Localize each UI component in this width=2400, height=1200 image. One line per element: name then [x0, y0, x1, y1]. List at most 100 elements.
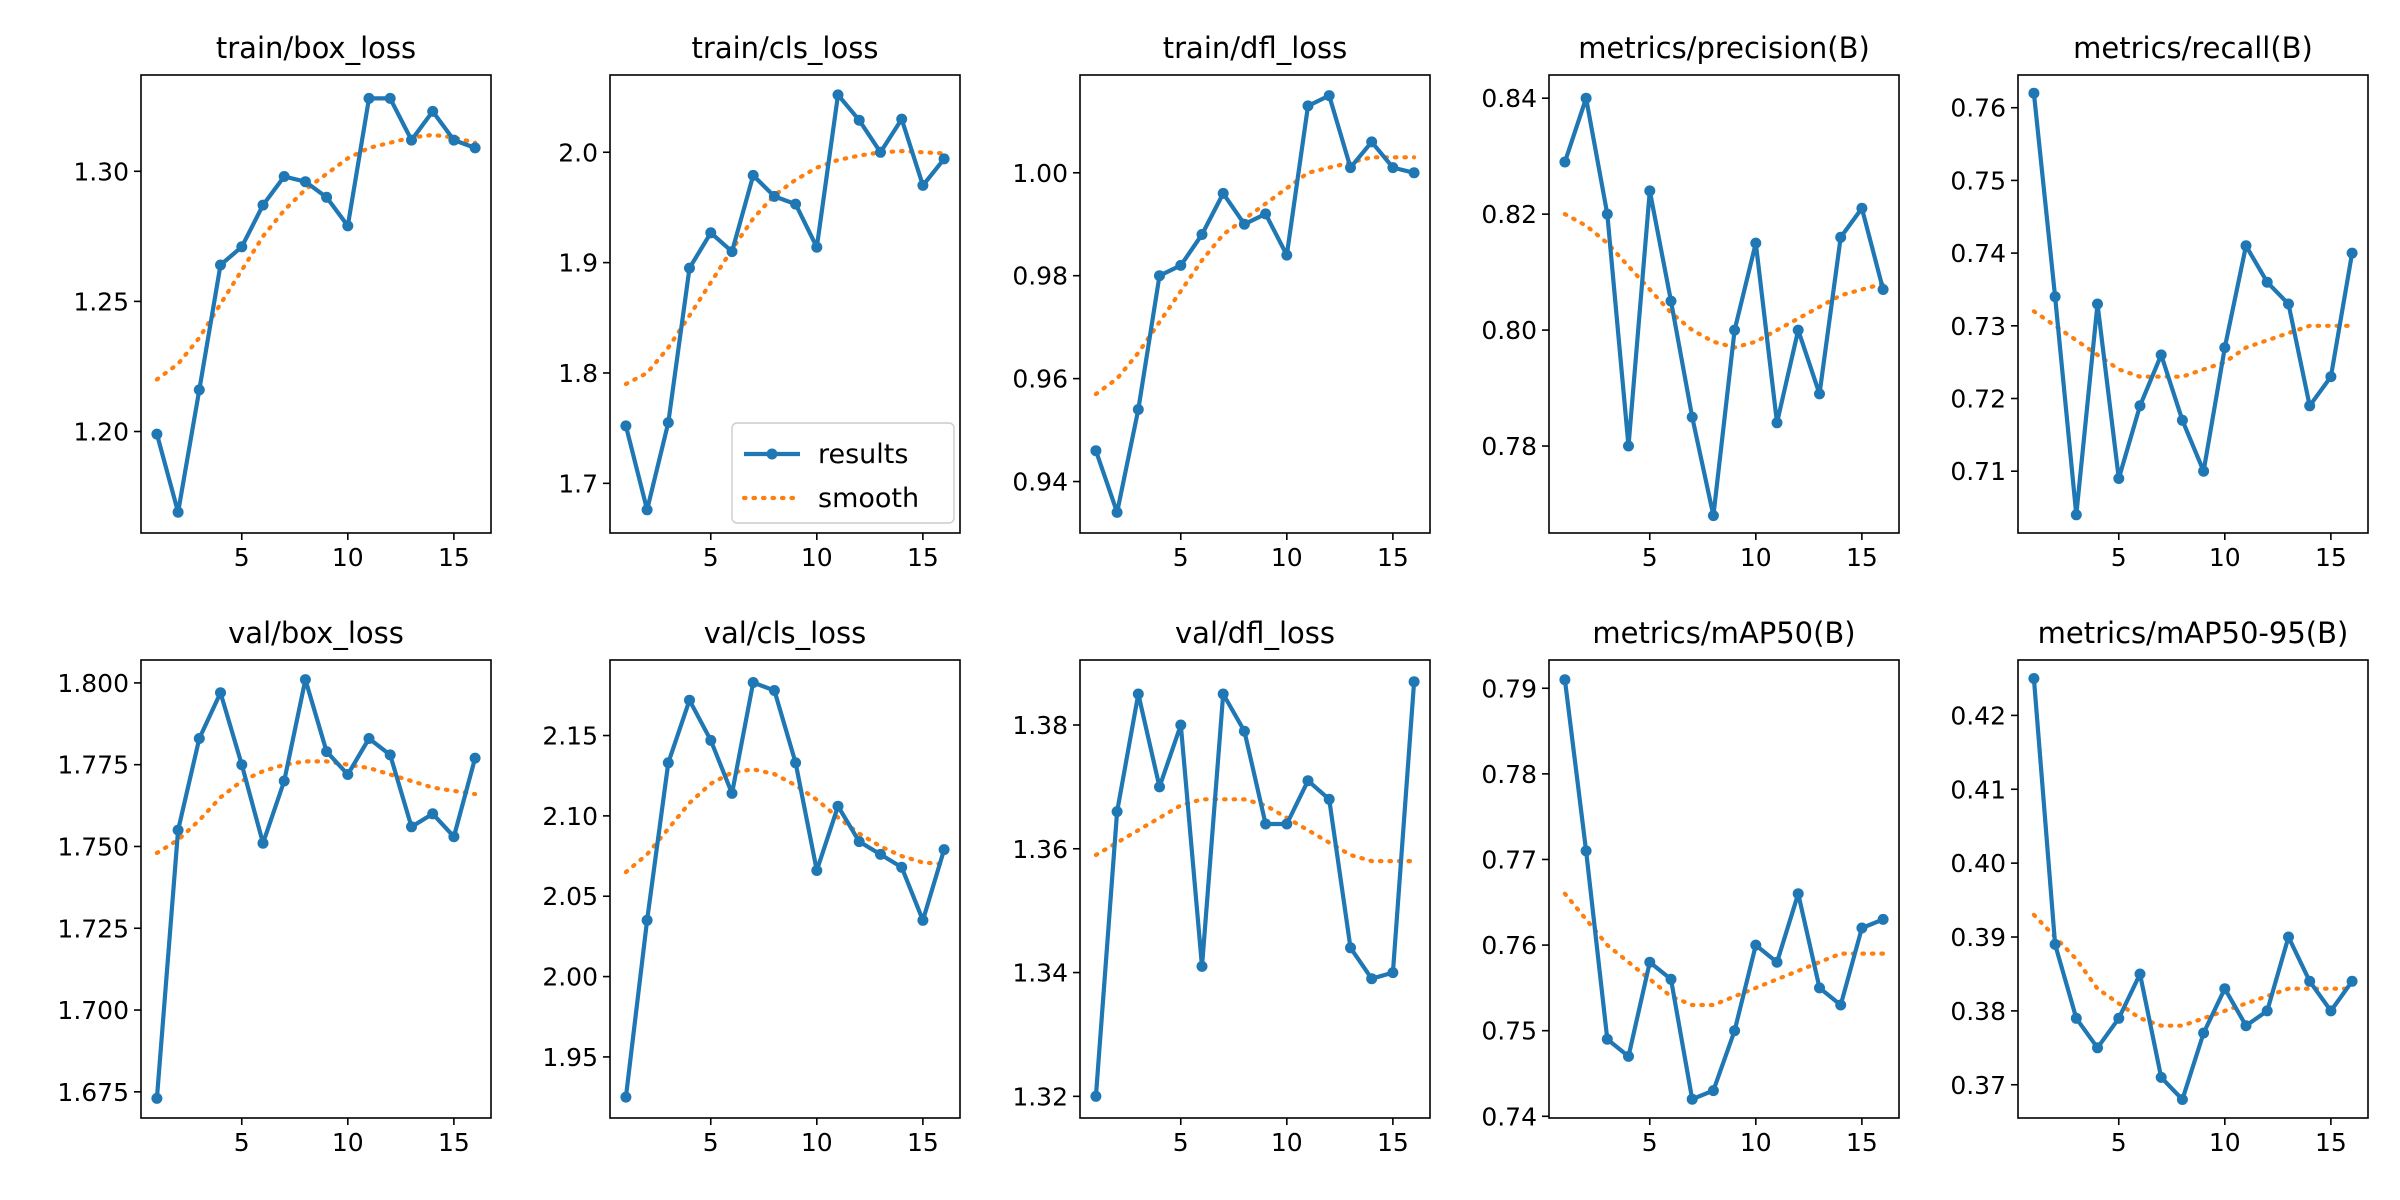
y-tick-label: 1.700 [57, 996, 129, 1025]
y-tick-label: 0.94 [1012, 468, 1068, 497]
data-point-results [2134, 968, 2146, 980]
data-point-results [1281, 818, 1293, 830]
axes-frame [1548, 74, 1900, 534]
panel-title: train/box_loss [216, 31, 416, 65]
data-point-results [747, 169, 759, 181]
y-tick-label: 1.675 [57, 1078, 129, 1107]
panel-title: train/cls_loss [692, 31, 879, 65]
data-point-results [1644, 185, 1656, 197]
data-point-results [406, 821, 417, 833]
data-point-results [1792, 888, 1804, 900]
y-tick-label: 0.74 [1481, 1102, 1537, 1131]
data-point-results [321, 746, 333, 758]
data-point-results [641, 504, 653, 516]
data-point-results [278, 171, 290, 182]
data-point-results [1345, 162, 1356, 174]
data-point-results [705, 227, 717, 239]
data-point-results [1665, 295, 1677, 307]
panel-title: train/dfl_loss [1163, 31, 1347, 65]
data-point-results [1686, 411, 1698, 423]
data-point-results [2219, 983, 2231, 995]
data-point-results [215, 687, 226, 699]
data-point-results [448, 831, 460, 843]
axes-frame [609, 659, 961, 1119]
data-point-results [299, 674, 311, 686]
x-tick-label: 15 [438, 1128, 470, 1157]
panel-title: metrics/precision(B) [1578, 31, 1870, 65]
data-point-results [193, 733, 205, 744]
data-point-results [1623, 440, 1634, 452]
y-tick-label: 2.15 [542, 722, 598, 751]
series-line-results [623, 92, 946, 512]
series-line-smooth [154, 132, 478, 382]
data-point-results [1238, 725, 1250, 737]
x-tick-label: 15 [1846, 543, 1878, 572]
data-point-results [1387, 162, 1399, 174]
data-point-results [448, 134, 460, 146]
y-tick-label: 1.00 [1012, 159, 1068, 188]
data-point-results [1856, 202, 1868, 214]
series-line-results [1562, 679, 1884, 1102]
x-tick-label: 5 [1642, 1128, 1658, 1157]
data-point-results [1281, 249, 1293, 261]
data-point-results [1111, 506, 1123, 518]
data-point-results [2198, 465, 2210, 477]
data-point-results [469, 752, 481, 764]
y-tick-label: 0.96 [1012, 365, 1068, 394]
data-point-results [1707, 1085, 1719, 1097]
data-point-results [1623, 1050, 1634, 1062]
plot-area [620, 677, 950, 1103]
data-point-results [1559, 674, 1571, 686]
panel-metrics-recall-b: metrics/recall(B) 5 10 15 0.71 0.72 0.73 0.74 0.… [1950, 31, 2369, 572]
data-point-results [1238, 218, 1250, 230]
data-point-results [2346, 247, 2358, 259]
y-tick-label: 0.71 [1950, 457, 2006, 486]
data-point-results [2304, 975, 2316, 987]
data-point-results [2176, 1094, 2188, 1105]
data-point-results [1835, 999, 1847, 1011]
axes-frame [1548, 659, 1900, 1119]
plot-area [2028, 87, 2358, 521]
x-tick-label: 5 [2111, 543, 2127, 572]
data-point-results [363, 92, 375, 104]
data-point-results [747, 677, 759, 688]
data-point-results [2176, 414, 2188, 426]
data-point-results [257, 199, 269, 211]
x-tick-label: 5 [1173, 543, 1189, 572]
data-point-results [2240, 1020, 2252, 1032]
data-point-results [811, 865, 823, 876]
axes-frame [2017, 659, 2369, 1119]
y-tick-label: 2.05 [542, 882, 598, 911]
panel-title: metrics/mAP50-95(B) [2038, 616, 2349, 650]
axes-frame [1079, 659, 1431, 1119]
y-tick-label: 0.75 [1481, 1017, 1537, 1046]
y-tick-label: 2.0 [558, 138, 598, 167]
data-point-results [151, 428, 163, 440]
y-tick-label: 0.77 [1481, 845, 1537, 874]
data-point-results [2304, 400, 2316, 412]
data-point-results [896, 861, 908, 873]
panel-metrics-precision-b: metrics/precision(B) 5 10 15 0.78 0.80 0.82 0.8… [1481, 31, 1900, 572]
data-point-results [1877, 284, 1889, 295]
data-point-results [2155, 349, 2167, 361]
data-point-results [2049, 291, 2061, 303]
series-line-results [1093, 93, 1415, 515]
data-point-results [1814, 982, 1825, 994]
data-point-results [2261, 1005, 2273, 1017]
plot-area [620, 89, 950, 516]
x-tick-label: 10 [2209, 543, 2241, 572]
data-point-results [2283, 931, 2294, 943]
series-line-results [2031, 92, 2355, 517]
legend: results smooth [731, 422, 955, 524]
panel-metrics-map50-b: metrics/mAP50(B) 5 10 15 0.74 0.75 0.76 0.77 0.7… [1481, 616, 1900, 1157]
y-tick-label: 1.800 [57, 669, 129, 698]
y-tick-label: 1.775 [57, 751, 129, 780]
y-tick-label: 1.95 [542, 1043, 598, 1072]
series-line-results [154, 96, 476, 515]
x-tick-label: 5 [234, 1128, 250, 1157]
data-point-results [811, 241, 823, 253]
x-tick-label: 5 [234, 543, 250, 572]
x-tick-label: 10 [1271, 1128, 1303, 1157]
y-tick-label: 0.38 [1950, 997, 2006, 1026]
